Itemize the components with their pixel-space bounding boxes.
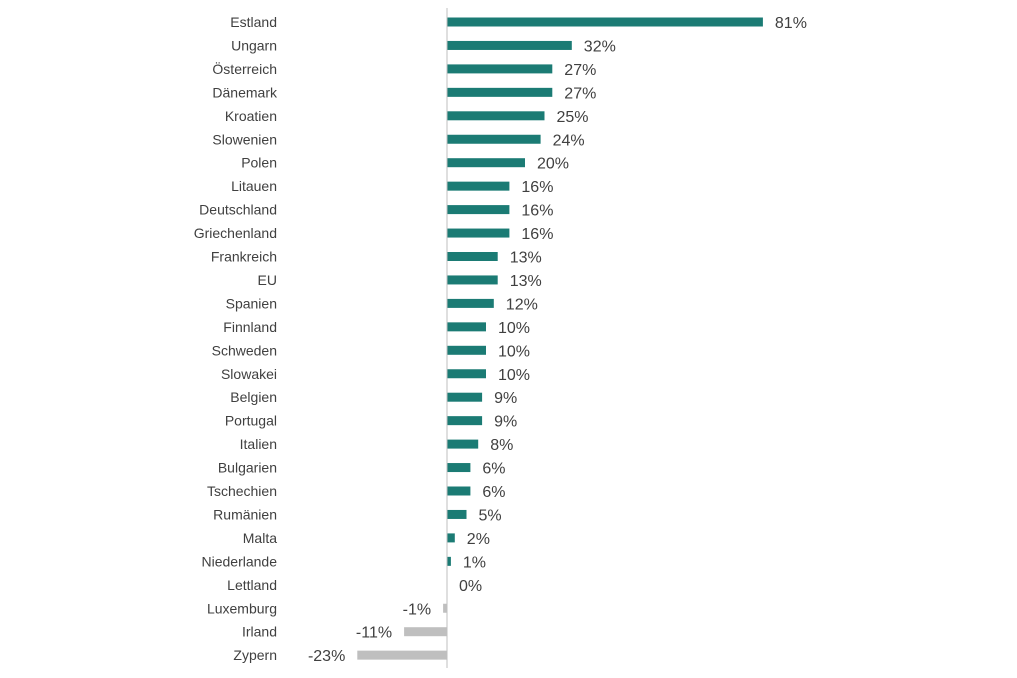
value-label: 6%: [482, 484, 505, 501]
value-label: 25%: [557, 109, 589, 126]
value-label: 10%: [498, 367, 530, 384]
value-label: 27%: [564, 85, 596, 102]
category-label: Dänemark: [212, 84, 278, 100]
bar: [447, 134, 541, 144]
bar: [357, 650, 447, 660]
category-label: Niederlande: [202, 553, 278, 569]
bar: [447, 181, 510, 191]
value-label: 81%: [775, 15, 807, 32]
bar: [447, 509, 467, 519]
category-label: Polen: [241, 155, 277, 171]
value-label: 13%: [510, 273, 542, 290]
category-label: Rumänien: [213, 506, 277, 522]
value-label: 16%: [521, 203, 553, 220]
value-label: 16%: [521, 226, 553, 243]
bar: [447, 392, 483, 402]
value-label: 16%: [521, 179, 553, 196]
category-label: Irland: [242, 624, 277, 640]
category-label: EU: [258, 272, 277, 288]
value-label: 5%: [479, 507, 502, 524]
category-label: Luxemburg: [207, 600, 277, 616]
value-label: -11%: [356, 625, 392, 642]
category-label: Kroatien: [225, 108, 277, 124]
bar: [404, 627, 447, 637]
category-label: Finnland: [223, 319, 277, 335]
value-label: 10%: [498, 320, 530, 337]
bar: [447, 111, 545, 121]
bar: [447, 298, 494, 308]
bar: [447, 17, 763, 27]
bar: [447, 87, 553, 97]
category-label: Lettland: [227, 577, 277, 593]
category-label: Griechenland: [194, 225, 277, 241]
category-label: Frankreich: [211, 249, 277, 265]
bar: [447, 275, 498, 285]
bar: [447, 64, 553, 74]
category-label: Tschechien: [207, 483, 277, 499]
category-label: Bulgarien: [218, 460, 277, 476]
value-label: 1%: [463, 554, 486, 571]
value-label: 13%: [510, 250, 542, 267]
category-label: Deutschland: [199, 202, 277, 218]
bar: [447, 416, 483, 426]
category-label: Schweden: [212, 342, 277, 358]
value-label: 6%: [482, 461, 505, 478]
category-label: Zypern: [233, 647, 277, 663]
value-label: 10%: [498, 343, 530, 360]
value-label: 0%: [459, 578, 482, 595]
value-label: 2%: [467, 531, 490, 548]
value-labels-group: 81% 32% 27% 27% 25% 24% 20% 16% 16% 16% 13% 13% 12% 1…: [308, 15, 807, 665]
bar: [443, 603, 447, 613]
value-label: -23%: [308, 648, 345, 665]
category-label: Estland: [230, 14, 277, 30]
bar: [447, 463, 471, 473]
bars-group: [357, 17, 763, 660]
bar: [447, 556, 451, 566]
bar: [447, 40, 572, 50]
category-label: Belgien: [230, 389, 277, 405]
bar: [447, 439, 479, 449]
value-label: 9%: [494, 390, 517, 407]
value-label: 24%: [553, 132, 585, 149]
value-label: 8%: [490, 437, 513, 454]
category-label: Litauen: [231, 178, 277, 194]
category-label: Italien: [240, 436, 277, 452]
bar: [447, 205, 510, 215]
category-label: Ungarn: [231, 37, 277, 53]
bar: [447, 322, 486, 332]
bar: [447, 228, 510, 238]
bar: [447, 345, 486, 355]
category-label: Spanien: [226, 295, 277, 311]
category-label: Malta: [243, 530, 277, 546]
category-label: Slowakei: [221, 366, 277, 382]
bar: [447, 158, 525, 168]
category-labels-group: Estland Ungarn Österreich Dänemark Kroatien S…: [194, 14, 278, 663]
bar: [447, 533, 455, 543]
category-label: Portugal: [225, 413, 277, 429]
bar: [447, 486, 471, 496]
bar: [447, 252, 498, 261]
value-label: 27%: [564, 62, 596, 79]
value-label: -1%: [403, 601, 431, 618]
bar: [447, 369, 486, 379]
value-label: 32%: [584, 38, 616, 55]
value-label: 12%: [506, 296, 538, 313]
value-label: 20%: [537, 156, 569, 173]
category-label: Österreich: [212, 60, 277, 77]
category-label: Slowenien: [212, 131, 277, 147]
value-label: 9%: [494, 414, 517, 431]
